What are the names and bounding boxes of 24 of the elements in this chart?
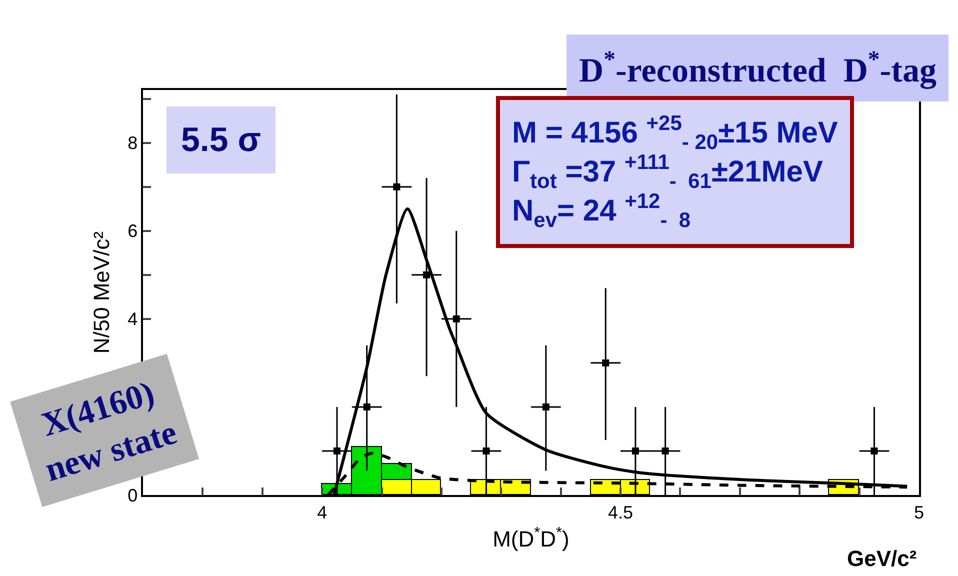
y-tick-label: 6 [128, 221, 138, 242]
point [334, 447, 340, 454]
point [423, 271, 430, 278]
point [393, 183, 400, 190]
x-tick-label: 4 [317, 502, 328, 522]
point [632, 447, 639, 454]
x-tick-label: 4.5 [608, 502, 634, 522]
point [870, 447, 878, 454]
y-tick-label: 4 [128, 309, 138, 330]
point [662, 447, 669, 454]
point [482, 447, 490, 454]
annotation: 5.5 σ [181, 121, 261, 159]
point [602, 359, 610, 366]
y-tick-label: 8 [128, 133, 138, 154]
y-axis-title: N/50 MeV/c² [88, 231, 114, 354]
annotation: Γ$_{tot}$ =37 $^{+111}$$_{- 61}$±21MeV [512, 151, 823, 193]
point [452, 315, 460, 322]
annotation: M = 4156 $^{+25}$$_{- 20}$±15 MeV [512, 112, 838, 154]
point [363, 403, 370, 410]
x-axis-title: M(D$^{*}$D$^{*}$) [492, 524, 570, 552]
x-tick-label: 5 [914, 502, 924, 522]
point [542, 403, 550, 410]
chart-title: D$^{*}$-reconstructed D$^{*}$-tag [579, 47, 936, 90]
text: GeV/c² [847, 546, 917, 571]
